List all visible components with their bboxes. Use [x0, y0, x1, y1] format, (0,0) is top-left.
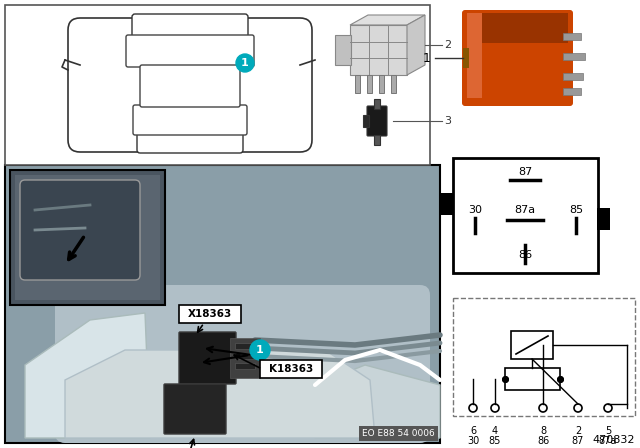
Text: 4: 4 — [492, 426, 498, 436]
Bar — [597, 208, 610, 230]
Bar — [235, 363, 255, 369]
Bar — [563, 73, 583, 80]
Text: 30: 30 — [468, 205, 482, 215]
Bar — [563, 53, 585, 60]
Text: K18363: K18363 — [269, 364, 313, 374]
Text: 1: 1 — [241, 58, 249, 68]
Polygon shape — [315, 365, 440, 438]
FancyBboxPatch shape — [367, 106, 387, 136]
FancyBboxPatch shape — [164, 384, 226, 434]
Bar — [335, 35, 351, 65]
Polygon shape — [407, 15, 425, 75]
Text: 2: 2 — [575, 426, 581, 436]
Circle shape — [250, 340, 270, 360]
Text: 87a: 87a — [515, 205, 536, 215]
Bar — [179, 305, 241, 323]
FancyBboxPatch shape — [140, 65, 240, 107]
Circle shape — [236, 54, 254, 72]
Bar — [463, 48, 469, 68]
Polygon shape — [65, 350, 375, 438]
Bar — [453, 298, 635, 416]
Text: 85: 85 — [489, 436, 501, 446]
Bar — [511, 331, 553, 359]
FancyBboxPatch shape — [133, 105, 247, 135]
FancyBboxPatch shape — [462, 10, 573, 106]
Bar — [15, 175, 160, 300]
Bar — [374, 99, 380, 109]
FancyBboxPatch shape — [137, 132, 243, 153]
Text: EO E88 54 0006: EO E88 54 0006 — [362, 429, 435, 438]
Polygon shape — [25, 313, 150, 438]
Text: 87: 87 — [518, 167, 532, 177]
Bar — [563, 33, 581, 40]
Bar — [367, 75, 372, 93]
Bar — [467, 13, 482, 98]
Text: 3: 3 — [444, 116, 451, 126]
FancyBboxPatch shape — [132, 14, 248, 38]
Bar — [235, 353, 255, 359]
Text: 1: 1 — [423, 52, 431, 65]
Bar — [10, 170, 165, 305]
Text: 1: 1 — [256, 345, 264, 355]
Bar — [379, 75, 384, 93]
Bar — [505, 368, 560, 390]
Bar — [374, 135, 380, 145]
Text: 8: 8 — [540, 426, 546, 436]
Bar — [453, 158, 598, 273]
Polygon shape — [350, 25, 407, 75]
Text: 5: 5 — [605, 426, 611, 436]
Bar — [260, 360, 322, 378]
Text: 87a: 87a — [599, 436, 617, 446]
Text: 85: 85 — [569, 205, 583, 215]
Bar — [230, 338, 260, 378]
Bar — [441, 193, 454, 215]
FancyBboxPatch shape — [55, 285, 430, 443]
Text: X18363: X18363 — [188, 309, 232, 319]
Bar — [235, 343, 255, 349]
Bar — [5, 5, 430, 165]
Text: 6: 6 — [470, 426, 476, 436]
Text: 2: 2 — [444, 40, 451, 50]
Bar — [391, 75, 396, 93]
FancyBboxPatch shape — [68, 18, 312, 152]
Bar — [467, 13, 568, 43]
Text: 86: 86 — [518, 250, 532, 260]
Text: 87: 87 — [572, 436, 584, 446]
Bar — [355, 75, 360, 93]
FancyBboxPatch shape — [126, 35, 254, 67]
Text: 470832: 470832 — [593, 435, 635, 445]
Bar — [563, 88, 581, 95]
FancyBboxPatch shape — [20, 180, 140, 280]
Text: 30: 30 — [467, 436, 479, 446]
Bar — [363, 115, 369, 127]
FancyBboxPatch shape — [179, 332, 236, 384]
Text: 86: 86 — [537, 436, 549, 446]
Polygon shape — [350, 15, 425, 25]
Bar — [5, 165, 440, 443]
